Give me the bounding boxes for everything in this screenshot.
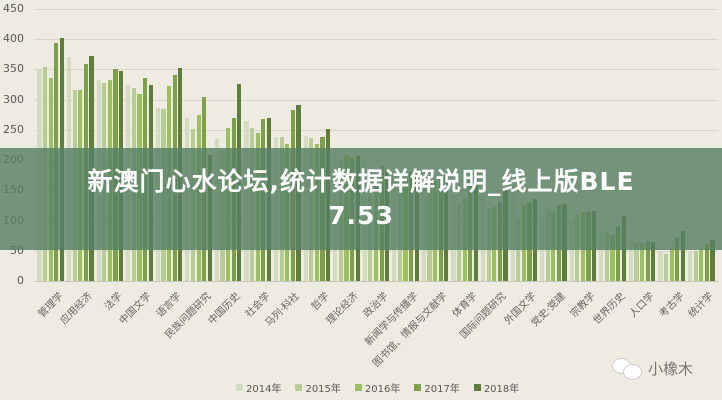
gridline [34,9,718,10]
y-tick-label: 400 [3,32,24,46]
bar [651,241,656,281]
gridline [34,129,718,131]
bar [628,239,633,281]
y-tick-label: 0 [17,274,24,287]
bar [687,250,693,281]
legend-item: 2014年 [236,380,281,395]
legend-swatch [236,384,243,391]
x-tick-label: 应用经济 [58,290,95,327]
bar [639,242,645,281]
bar [710,239,715,281]
legend-item: 2018年 [473,380,520,395]
legend-item: 2017年 [414,380,460,395]
bar [699,248,704,281]
legend-swatch [354,384,362,391]
legend-swatch [414,384,422,391]
legend-item: 2015年 [295,380,341,395]
x-tick-label: 统计学 [686,290,716,320]
legend-label: 2014年 [246,384,282,395]
bar [610,235,615,281]
gridline [34,99,718,101]
bar [704,244,709,281]
bar [634,241,639,281]
y-tick-label: 350 [3,62,24,76]
bar [616,225,621,281]
legend-label: 2016年 [364,384,401,395]
bar [599,232,604,281]
gridline [34,69,718,71]
banner-title-line1: 新澳门心水论坛,统计数据详解说明_线上版BLE [87,167,635,196]
chart-legend: 2014年 2015年 2016年 2017年 2018年 [236,380,519,395]
y-tick-label: 250 [3,122,24,136]
bar [663,253,669,281]
x-tick-label: 中国文学 [118,290,155,327]
overlay-banner: 新澳门心水论坛,统计数据详解说明_线上版BLE 7.53 [0,148,722,250]
legend-label: 2015年 [305,384,341,395]
gridline [34,39,718,41]
wechat-icon [612,356,642,380]
bar [658,251,663,281]
banner-title-line2: 7.53 [328,201,394,230]
bar [604,232,609,281]
legend-label: 2017年 [424,384,460,395]
watermark-text: 小橡木 [648,359,694,378]
x-tick-label: 人口学 [627,290,657,320]
bar [669,247,674,281]
y-tick-label: 450 [3,2,24,15]
legend-label: 2018年 [483,384,520,395]
bar [693,250,698,281]
x-axis-line [34,281,718,282]
bar [569,221,574,281]
bar [680,230,685,281]
legend-swatch [295,384,303,391]
x-tick-label: 世界历史 [591,290,628,327]
legend-item: 2016年 [354,380,401,395]
y-tick-label: 300 [3,92,24,106]
bar [645,240,650,281]
x-tick-label: 理论经济 [324,290,362,327]
watermark: 小橡木 [612,356,693,380]
legend-swatch [473,384,481,391]
bar [675,238,680,281]
x-tick-label: 考古学 [657,290,687,320]
